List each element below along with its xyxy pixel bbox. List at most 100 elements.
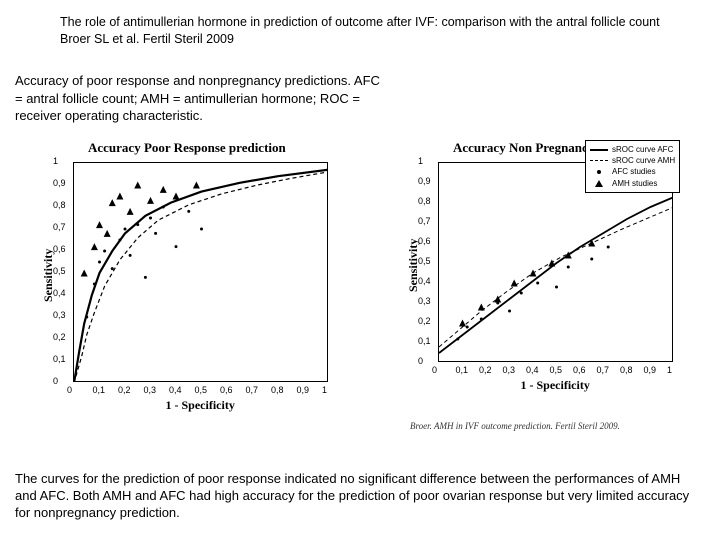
x-tick: 0,3 (144, 385, 157, 395)
legend: sROC curve AFCsROC curve AMHAFC studiesA… (585, 140, 680, 193)
x-tick: 0,8 (620, 365, 633, 375)
x-tick: 0,2 (118, 385, 131, 395)
x-tick: 0,5 (195, 385, 208, 395)
amh-point (530, 270, 537, 277)
afc-point (175, 245, 178, 248)
legend-item: AFC studies (590, 166, 675, 177)
header-citation: The role of antimullerian hormone in pre… (60, 14, 660, 48)
afc-point (136, 223, 139, 226)
afc-point (466, 326, 469, 329)
afc-point (118, 239, 121, 242)
x-tick: 0,5 (550, 365, 563, 375)
amh-point (511, 280, 518, 287)
y-tick: 0,9 (53, 178, 66, 188)
afc-point (85, 316, 88, 319)
afc-point (98, 261, 101, 264)
amh-point (109, 199, 116, 206)
y-tick: 0,2 (53, 332, 66, 342)
afc-point (607, 246, 610, 249)
amh-point (459, 320, 466, 327)
x-tick: 0,1 (456, 365, 469, 375)
y-tick: 0,1 (418, 336, 431, 346)
x-tick: 0 (432, 365, 437, 375)
legend-line-icon (590, 160, 608, 161)
y-tick: 0 (53, 376, 58, 386)
afc-point (154, 232, 157, 235)
amh-point (127, 208, 134, 215)
footer-conclusion: The curves for the prediction of poor re… (15, 471, 695, 522)
y-tick: 1 (418, 156, 423, 166)
y-axis-label: Sensitivity (41, 249, 56, 302)
x-tick: 1 (667, 365, 672, 375)
x-tick: 1 (322, 385, 327, 395)
afc-point (124, 228, 127, 231)
amh-point (91, 243, 98, 250)
x-tick: 0,2 (479, 365, 492, 375)
plot-area (73, 162, 328, 382)
amh-point (193, 182, 200, 189)
x-tick: 0,7 (246, 385, 259, 395)
afc-point (456, 338, 459, 341)
amh-point (548, 260, 555, 267)
y-tick: 0,2 (418, 316, 431, 326)
x-tick: 0,6 (573, 365, 586, 375)
chart-non-pregnancy: Accuracy Non Pregnancy prediction000,10,… (390, 140, 700, 400)
roc-curve (439, 197, 673, 353)
legend-label: sROC curve AMH (612, 155, 675, 166)
x-tick: 0,7 (597, 365, 610, 375)
y-tick: 0,7 (53, 222, 66, 232)
legend-line-icon (590, 149, 608, 151)
legend-label: AFC studies (612, 166, 656, 177)
amh-point (81, 270, 88, 277)
afc-point (111, 267, 114, 270)
afc-point (200, 228, 203, 231)
x-tick: 0,6 (220, 385, 233, 395)
x-tick: 0,8 (271, 385, 284, 395)
y-tick: 0,8 (53, 200, 66, 210)
y-tick: 1 (53, 156, 58, 166)
legend-item: sROC curve AFC (590, 144, 675, 155)
amh-point (134, 182, 141, 189)
amh-point (96, 221, 103, 228)
afc-point (590, 258, 593, 261)
afc-point (144, 276, 147, 279)
afc-point (103, 250, 106, 253)
amh-point (173, 193, 180, 200)
amh-point (478, 304, 485, 311)
afc-point (508, 310, 511, 313)
afc-point (129, 254, 132, 257)
y-tick: 0,3 (53, 310, 66, 320)
y-tick: 0,1 (53, 354, 66, 364)
x-tick: 0 (67, 385, 72, 395)
afc-point (187, 210, 190, 213)
y-tick: 0,9 (418, 176, 431, 186)
afc-point (93, 283, 96, 286)
legend-label: sROC curve AFC (612, 144, 673, 155)
legend-dot-icon (597, 170, 601, 174)
x-tick: 0,4 (526, 365, 539, 375)
x-axis-label: 1 - Specificity (521, 378, 590, 393)
x-axis-label: 1 - Specificity (166, 398, 235, 413)
y-tick: 0 (418, 356, 423, 366)
y-tick: 0,7 (418, 216, 431, 226)
legend-triangle-icon (595, 180, 603, 187)
y-tick: 0,3 (418, 296, 431, 306)
afc-point (162, 206, 165, 209)
legend-label: AMH studies (612, 178, 657, 189)
y-tick: 0,8 (418, 196, 431, 206)
x-tick: 0,9 (644, 365, 657, 375)
figure-caption: Accuracy of poor response and nonpregnan… (15, 72, 385, 125)
source-citation: Broer. AMH in IVF outcome prediction. Fe… (410, 421, 620, 431)
afc-point (149, 217, 152, 220)
amh-point (160, 186, 167, 193)
x-tick: 0,3 (503, 365, 516, 375)
afc-point (567, 266, 570, 269)
legend-item: sROC curve AMH (590, 155, 675, 166)
amh-point (147, 197, 154, 204)
afc-point (520, 292, 523, 295)
x-tick: 0,4 (169, 385, 182, 395)
x-tick: 0,1 (93, 385, 106, 395)
chart-title: Accuracy Poor Response prediction (88, 140, 286, 156)
chart-poor-response: Accuracy Poor Response prediction 00 0,1 0,… (25, 140, 355, 420)
afc-point (480, 318, 483, 321)
